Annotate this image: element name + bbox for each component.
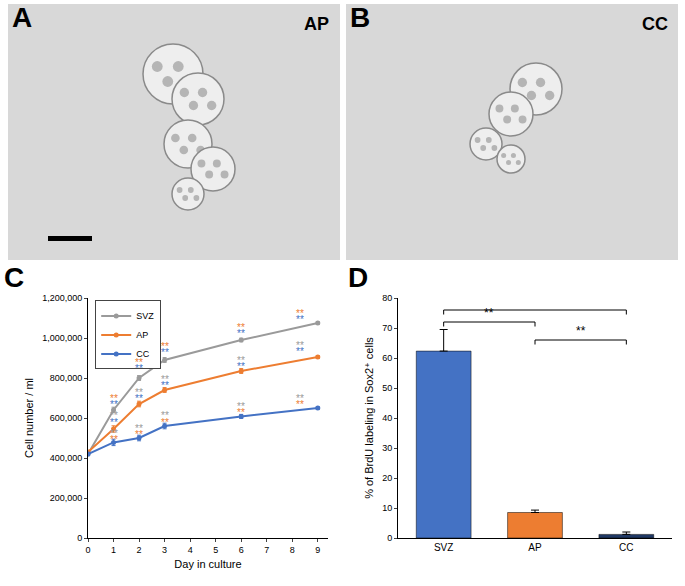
svg-text:**: ** — [484, 306, 494, 320]
svg-text:**: ** — [110, 393, 118, 404]
svg-text:10: 10 — [382, 503, 392, 513]
svg-text:**: ** — [110, 434, 118, 445]
svg-text:50: 50 — [382, 383, 392, 393]
svg-text:**: ** — [237, 361, 245, 372]
svg-text:**: ** — [135, 357, 143, 368]
svg-text:Cell number / ml: Cell number / ml — [23, 378, 35, 458]
html-text:C: C — [4, 262, 25, 293]
svg-text:**: ** — [296, 399, 304, 410]
svg-text:SVZ: SVZ — [136, 311, 154, 321]
svg-text:CC: CC — [136, 349, 149, 359]
html-text:AP: AP — [304, 14, 329, 34]
svg-text:**: ** — [296, 340, 304, 351]
svg-text:% of BrdU labeling in Sox2⁺ ce: % of BrdU labeling in Sox2⁺ cells — [363, 337, 375, 499]
svg-text:**: ** — [161, 417, 169, 428]
html-text:A: A — [12, 2, 33, 33]
svg-text:**: ** — [237, 328, 245, 339]
svg-text:**: ** — [296, 308, 304, 319]
svg-text:**: ** — [161, 380, 169, 391]
svg-text:**: ** — [161, 374, 169, 385]
svg-text:800,000: 800,000 — [50, 373, 83, 383]
svg-text:20: 20 — [382, 473, 392, 483]
svg-text:5: 5 — [213, 545, 218, 555]
svg-text:60: 60 — [382, 353, 392, 363]
svg-text:400,000: 400,000 — [50, 453, 83, 463]
svg-text:**: ** — [135, 363, 143, 374]
svg-text:**: ** — [110, 417, 118, 428]
svg-text:**: ** — [296, 346, 304, 357]
svg-text:9: 9 — [315, 545, 320, 555]
svg-text:**: ** — [237, 407, 245, 418]
svg-text:40: 40 — [382, 413, 392, 423]
svg-text:**: ** — [296, 314, 304, 325]
html-text:B: B — [350, 2, 371, 33]
svg-text:**: ** — [237, 401, 245, 412]
svg-text:1,000,000: 1,000,000 — [42, 333, 82, 343]
svg-text:4: 4 — [188, 545, 193, 555]
svg-text:3: 3 — [162, 545, 167, 555]
svg-text:0: 0 — [85, 545, 90, 555]
svg-text:**: ** — [135, 429, 143, 440]
svg-text:0: 0 — [387, 533, 392, 543]
svg-text:1: 1 — [111, 545, 116, 555]
svg-text:**: ** — [296, 393, 304, 404]
svg-text:**: ** — [135, 387, 143, 398]
svg-text:**: ** — [237, 322, 245, 333]
svg-text:8: 8 — [290, 545, 295, 555]
svg-text:7: 7 — [264, 545, 269, 555]
svg-text:**: ** — [161, 410, 169, 421]
svg-text:AP: AP — [136, 330, 148, 340]
svg-text:**: ** — [161, 341, 169, 352]
svg-text:**: ** — [135, 393, 143, 404]
svg-text:AP: AP — [528, 542, 542, 553]
svg-text:70: 70 — [382, 323, 392, 333]
svg-text:CC: CC — [619, 542, 633, 553]
svg-text:0: 0 — [77, 533, 82, 543]
svg-text:**: ** — [110, 399, 118, 410]
svg-text:600,000: 600,000 — [50, 413, 83, 423]
svg-text:**: ** — [110, 410, 118, 421]
svg-text:**: ** — [576, 324, 586, 338]
svg-text:200,000: 200,000 — [50, 493, 83, 503]
svg-text:**: ** — [135, 423, 143, 434]
html-text:CC: CC — [642, 14, 668, 34]
svg-text:2: 2 — [137, 545, 142, 555]
svg-text:**: ** — [237, 355, 245, 366]
svg-text:**: ** — [110, 428, 118, 439]
svg-text:6: 6 — [239, 545, 244, 555]
svg-text:30: 30 — [382, 443, 392, 453]
html-text:D: D — [348, 262, 369, 293]
svg-text:Day in culture: Day in culture — [174, 558, 241, 570]
svg-text:80: 80 — [382, 293, 392, 303]
svg-text:1,200,000: 1,200,000 — [42, 293, 82, 303]
svg-text:SVZ: SVZ — [434, 542, 453, 553]
svg-text:**: ** — [161, 347, 169, 358]
